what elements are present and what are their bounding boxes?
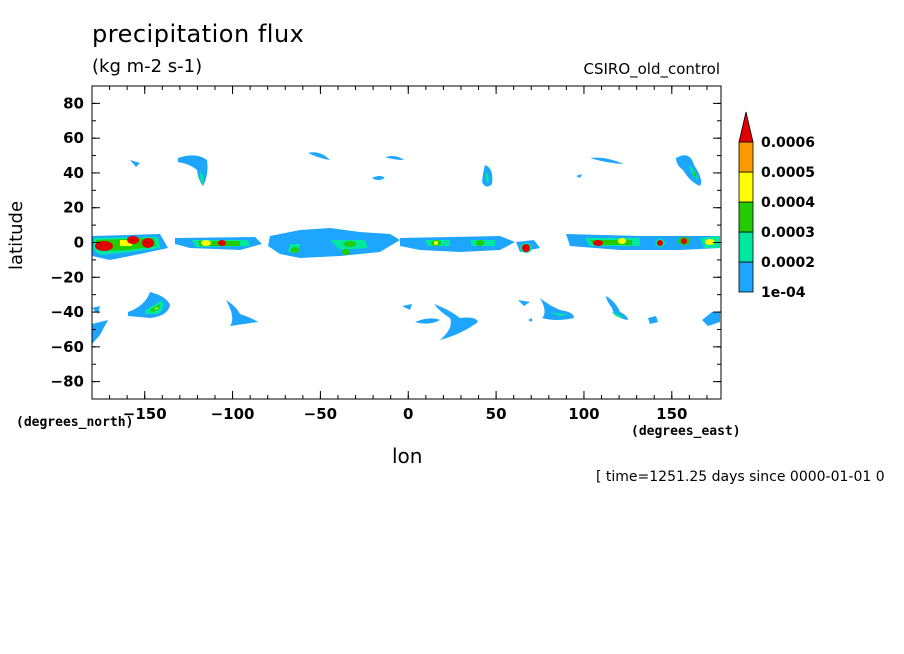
x-axis-units: (degrees_east) [631,424,741,439]
colorbar-segment [738,141,754,173]
x-tick-label: −100 [211,405,255,423]
colorbar-segment [738,231,754,263]
colorbar-label: 0.0005 [761,165,815,181]
x-tick-label: 150 [656,405,687,423]
colorbar-overflow-arrow [738,111,754,143]
x-tick-label: 0 [403,405,413,423]
y-tick-label: 0 [74,234,84,252]
colorbar-label: 0.0006 [761,135,815,151]
y-axis-units: (degrees_north) [16,415,134,430]
y-tick-label: 80 [63,94,84,112]
y-tick-label: −40 [51,303,84,321]
x-tick-label: −150 [123,405,167,423]
colorbar-label: 0.0003 [761,225,815,241]
y-axis-title: latitude [6,200,27,270]
colorbar: 1e-04 0.0002 0.0003 0.0004 0.0005 0.0006 [738,111,815,301]
colorbar-label: 1e-04 [761,285,806,301]
chart-units: (kg m-2 s-1) [92,56,203,77]
y-tick-label: −80 [51,373,84,391]
colorbar-segment [738,261,754,293]
y-tick-label: 60 [63,129,84,147]
colorbar-label: 0.0004 [761,195,815,211]
y-tick-label: −60 [51,338,84,356]
colorbar-segment [738,201,754,233]
chart-title: precipitation flux [92,20,305,48]
colorbar-segment [738,171,754,203]
y-tick-label: 20 [63,199,84,217]
axes: −150 −100 −50 0 50 100 150 80 60 40 20 0 −20 −40 −60 −8… [51,85,722,423]
y-tick-label: −20 [51,268,84,286]
x-axis-title: lon [392,444,423,468]
colorbar-label: 0.0002 [761,255,815,271]
model-name: CSIRO_old_control [583,60,720,78]
x-tick-label: 50 [486,405,507,423]
x-tick-label: −50 [304,405,337,423]
x-tick-label: 100 [568,405,599,423]
y-tick-label: 40 [63,164,84,182]
time-stamp: [ time=1251.25 days since 0000-01-01 0 [596,469,885,485]
precipitation-field [92,152,720,344]
